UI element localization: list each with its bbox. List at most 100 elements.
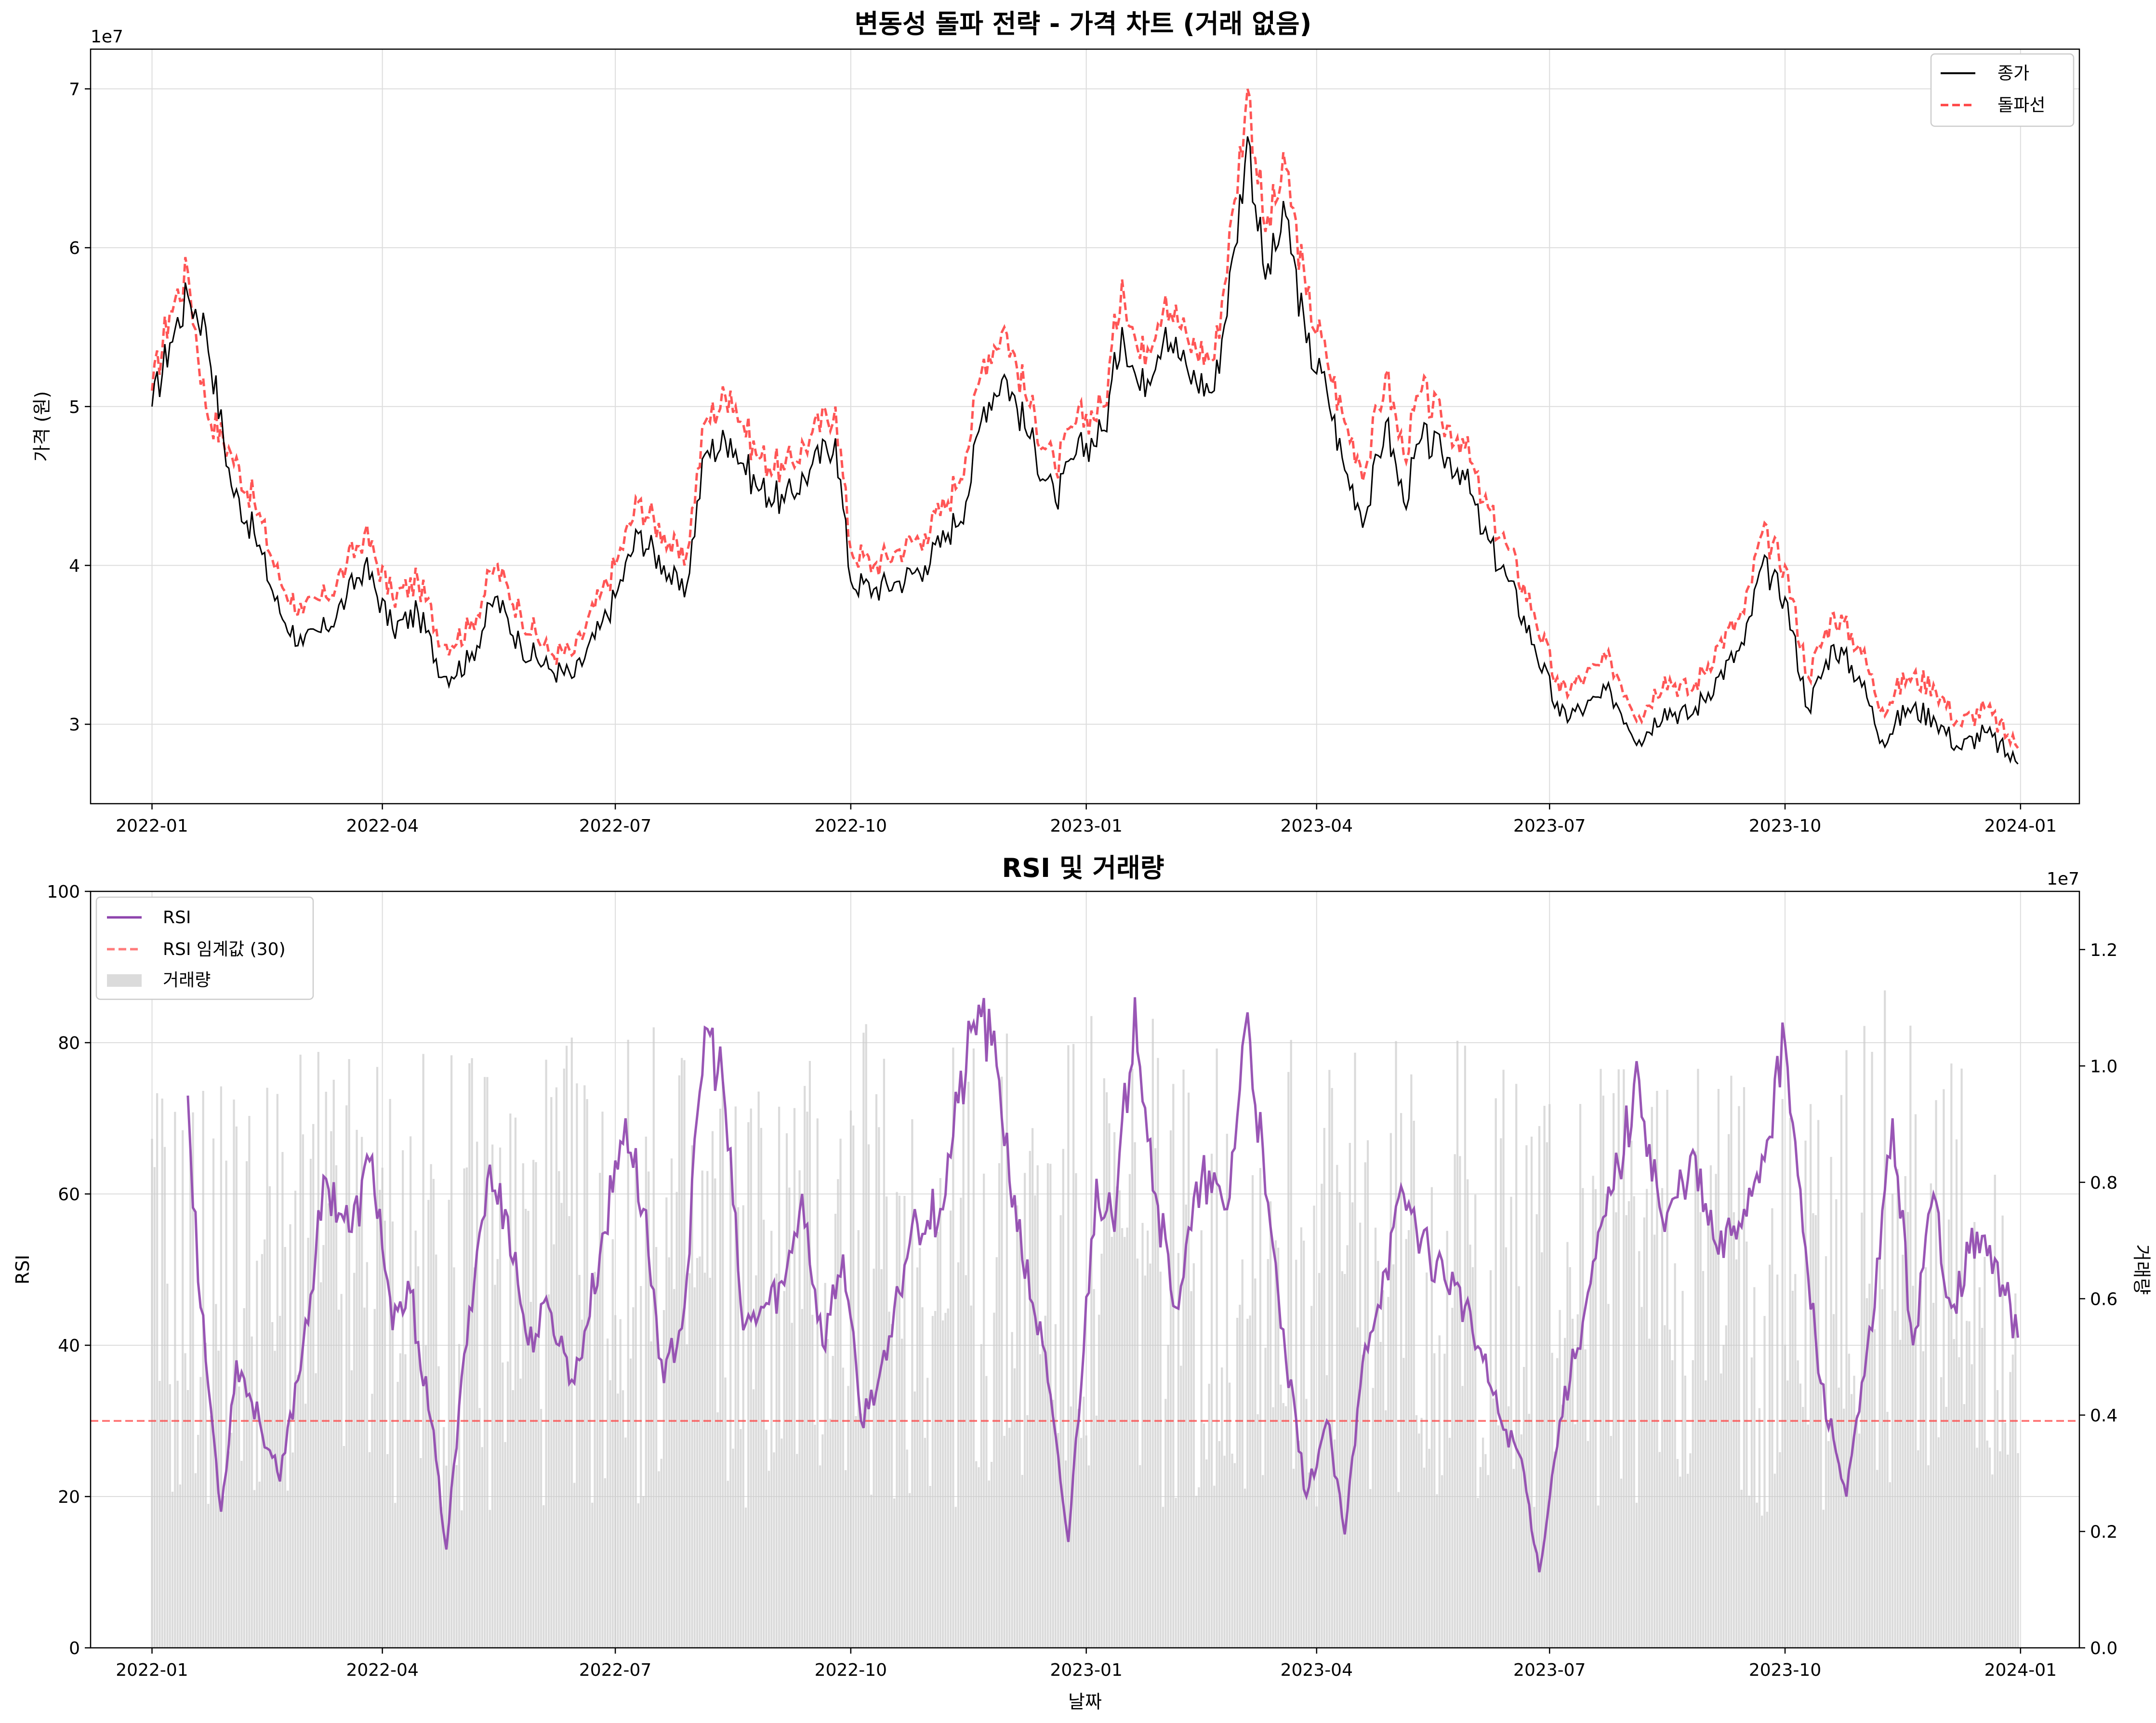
volume-bar [1973, 1222, 1976, 1648]
volume-bar [332, 1080, 335, 1648]
volume-bar [1451, 1308, 1454, 1648]
volume-bar [983, 1173, 985, 1648]
volume-bar [701, 1170, 703, 1648]
volume-bar [737, 1207, 740, 1648]
volume-bar [171, 1491, 174, 1648]
volume-bar [1175, 1498, 1177, 1648]
price-y-tick-label: 6 [69, 239, 80, 258]
volume-bar [233, 1100, 235, 1648]
volume-bar [455, 1465, 458, 1648]
volume-bar [1960, 1068, 1963, 1648]
rsi-x-tick-label: 2022-01 [116, 1660, 188, 1680]
volume-bar [540, 1409, 542, 1648]
volume-bar [1362, 1354, 1364, 1648]
volume-bar [611, 1239, 614, 1648]
volume-bar [890, 1324, 893, 1648]
volume-bar [1909, 1025, 1912, 1648]
legend-rsi-label: RSI [163, 908, 191, 928]
volume-bar [1430, 1187, 1433, 1648]
volume-bar [714, 1178, 716, 1648]
volume-bar [1308, 1472, 1310, 1648]
volume-bar [1218, 1441, 1221, 1648]
volume-bar [450, 1055, 453, 1648]
volume-bar [238, 1386, 240, 1648]
volume-bar [174, 1112, 176, 1648]
volume-bar [1405, 1239, 1407, 1648]
volume-bar [1717, 1089, 1720, 1648]
volume-bar [1576, 1314, 1579, 1648]
volume-bar [1791, 1290, 1794, 1648]
volume-bar [1257, 1414, 1259, 1648]
volume-bar [1046, 1163, 1049, 1648]
price-x-tick-label: 2022-07 [579, 816, 651, 836]
volume-bar [1589, 1280, 1592, 1648]
volume-bar [1899, 1339, 1902, 1648]
volume-bar [1274, 1240, 1277, 1648]
volume-bar [1940, 1377, 1943, 1648]
volume-bar [353, 1272, 356, 1648]
volume-bar [1254, 1278, 1257, 1648]
volume-bar [1607, 1304, 1610, 1648]
volume-bar [1003, 1436, 1005, 1648]
volume-bar [1369, 1489, 1372, 1648]
volume-bar [207, 1504, 210, 1648]
volume-bar [1510, 1196, 1512, 1648]
volume-bar [1807, 1424, 1809, 1648]
volume-bar [1272, 1407, 1274, 1648]
volume-bar [566, 1046, 568, 1648]
volume-bar [1264, 1348, 1267, 1648]
volume-bar [1984, 1257, 1986, 1648]
volume-bar [1029, 1151, 1031, 1648]
volume-bar [640, 1286, 642, 1648]
volume-bar [645, 1137, 647, 1648]
rsi-x-tick-label: 2023-10 [1749, 1660, 1821, 1680]
volume-bar [1315, 1506, 1318, 1648]
volume-bar [1863, 1026, 1865, 1648]
volume-bar [1720, 1373, 1722, 1648]
volume-bar [1976, 1447, 1978, 1648]
volume-bar [1428, 1448, 1430, 1648]
volume-bar [1292, 1469, 1295, 1648]
volume-bar [1195, 1496, 1198, 1648]
volume-bar [258, 1482, 261, 1648]
volume-bar [489, 1510, 491, 1648]
volume-bar [412, 1288, 414, 1648]
volume-bar [1692, 1360, 1694, 1648]
volume-bar [307, 1237, 309, 1648]
volume-bar [2007, 1455, 2009, 1648]
volume-bar [1325, 1375, 1328, 1648]
volume-bar [1223, 1456, 1226, 1648]
volume-bar [1543, 1106, 1546, 1648]
volume-bar [448, 1200, 450, 1648]
volume-bar [496, 1259, 499, 1648]
volume-bar [369, 1452, 371, 1648]
volume-bar [1761, 1515, 1763, 1648]
price-panel: 변동성 돌파 전략 - 가격 차트 (거래 없음) 2022-01 2022-04… [31, 9, 2080, 836]
volume-bar [550, 1097, 553, 1648]
volume-y-tick-label: 0.4 [2090, 1406, 2117, 1426]
volume-bar [179, 1484, 182, 1648]
volume-bar [599, 1173, 601, 1648]
volume-bar [1005, 1034, 1008, 1648]
volume-bar [1151, 1019, 1154, 1648]
volume-bar [1446, 1231, 1448, 1648]
rsi-y-tick-label: 40 [58, 1336, 80, 1356]
volume-bar [1569, 1267, 1571, 1648]
volume-bar [532, 1160, 535, 1648]
volume-bar [601, 1112, 604, 1648]
volume-bar [1346, 1245, 1349, 1648]
volume-bar [1651, 1107, 1653, 1648]
volume-bar [1479, 1467, 1481, 1648]
volume-bar [911, 1119, 913, 1648]
volume-bar [767, 1471, 770, 1648]
volume-bar [1423, 1468, 1426, 1648]
volume-bar [1613, 1093, 1615, 1648]
volume-bar [1994, 1175, 1996, 1648]
volume-bar [1820, 1379, 1822, 1648]
volume-bar [1676, 1459, 1679, 1648]
volume-bar [837, 1179, 839, 1648]
volume-bar [1773, 1473, 1776, 1648]
volume-bar [1157, 1058, 1159, 1648]
volume-bar [1553, 1451, 1556, 1648]
volume-bar [335, 1165, 338, 1648]
